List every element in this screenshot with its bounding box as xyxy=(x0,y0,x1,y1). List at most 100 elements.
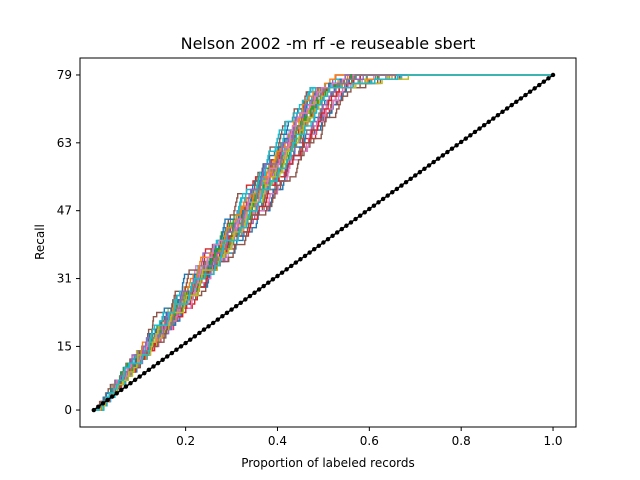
recall-curves xyxy=(94,74,553,411)
random-baseline-point xyxy=(426,163,432,168)
random-baseline-point xyxy=(137,374,142,379)
random-baseline-point xyxy=(220,314,225,319)
y-tick-label: 63 xyxy=(57,136,72,150)
random-baseline-point xyxy=(371,203,377,208)
random-baseline-point xyxy=(312,247,317,252)
random-baseline-point xyxy=(215,317,220,322)
recall-series-line xyxy=(95,74,553,411)
random-baseline-point xyxy=(229,307,234,312)
random-baseline-point xyxy=(376,200,381,205)
random-baseline-point xyxy=(399,183,404,188)
y-tick-label: 47 xyxy=(57,204,72,218)
random-baseline-point xyxy=(385,193,390,198)
random-baseline-point xyxy=(500,109,505,115)
random-baseline-point xyxy=(367,206,372,212)
y-axis-label: Recall xyxy=(33,224,47,260)
random-baseline-point xyxy=(91,407,96,413)
random-baseline-point xyxy=(321,240,326,245)
random-baseline-point xyxy=(509,102,514,108)
random-baseline-point xyxy=(380,196,386,202)
x-tick-label: 0.2 xyxy=(176,434,195,448)
random-baseline-point xyxy=(344,223,349,228)
random-baseline xyxy=(91,72,556,413)
random-baseline-point xyxy=(390,190,395,195)
random-baseline-point xyxy=(275,273,280,279)
random-baseline-point xyxy=(266,280,271,285)
random-baseline-point xyxy=(541,79,547,84)
x-tick-label: 0.6 xyxy=(360,434,379,448)
random-baseline-point xyxy=(206,324,211,329)
random-baseline-point xyxy=(330,233,335,238)
y-tick-label: 31 xyxy=(57,272,72,286)
random-baseline-point xyxy=(146,367,152,373)
x-tick-label: 0.4 xyxy=(268,434,287,448)
random-baseline-point xyxy=(325,236,331,242)
y-tick-label: 15 xyxy=(57,339,72,353)
random-baseline-point xyxy=(261,283,266,289)
plot-frame xyxy=(79,57,577,428)
random-baseline-point xyxy=(468,133,473,138)
random-baseline-point xyxy=(537,82,542,88)
random-baseline-point xyxy=(550,72,556,78)
random-baseline-point xyxy=(160,357,165,362)
plot-area xyxy=(91,72,556,413)
random-baseline-point xyxy=(440,153,446,158)
random-baseline-point xyxy=(293,260,299,265)
random-baseline-point xyxy=(289,263,294,269)
random-baseline-point xyxy=(279,270,285,275)
random-baseline-point xyxy=(362,210,367,215)
random-baseline-point xyxy=(165,354,170,359)
random-baseline-point xyxy=(504,106,510,111)
random-baseline-point xyxy=(284,267,289,272)
y-tick-label: 0 xyxy=(64,403,72,417)
random-baseline-point xyxy=(100,401,106,406)
random-baseline-point xyxy=(178,344,184,349)
random-baseline-point xyxy=(233,303,239,309)
random-baseline-point xyxy=(514,99,519,104)
random-baseline-point xyxy=(449,146,455,151)
random-baseline-point xyxy=(114,391,119,396)
random-baseline-point xyxy=(486,119,491,125)
random-baseline-point xyxy=(413,173,418,178)
random-baseline-point xyxy=(302,253,308,259)
random-baseline-point xyxy=(128,381,133,386)
random-baseline-point xyxy=(353,216,358,222)
random-baseline-point xyxy=(201,327,207,332)
random-baseline-point xyxy=(339,226,344,232)
random-baseline-point xyxy=(151,364,156,369)
random-baseline-point xyxy=(224,310,230,316)
random-baseline-point xyxy=(403,179,409,185)
random-baseline-point xyxy=(472,129,478,135)
random-baseline-point xyxy=(394,186,400,192)
random-baseline-point xyxy=(463,136,468,141)
random-baseline-point xyxy=(298,257,303,262)
random-baseline-point xyxy=(518,96,524,101)
random-baseline-point xyxy=(192,334,198,339)
random-baseline-point xyxy=(270,277,276,282)
random-baseline-point xyxy=(431,159,436,165)
random-baseline-point xyxy=(408,176,413,182)
random-baseline-point xyxy=(238,300,243,306)
random-baseline-point xyxy=(105,397,110,403)
random-baseline-point xyxy=(523,92,528,98)
random-baseline-point xyxy=(491,116,496,121)
random-baseline-point xyxy=(422,166,427,171)
random-baseline-point xyxy=(123,384,129,389)
chart-title: Nelson 2002 -m rf -e reuseable sbert xyxy=(181,34,476,53)
random-baseline-point xyxy=(477,126,482,131)
random-baseline-point xyxy=(527,89,533,94)
random-baseline-point xyxy=(316,243,322,249)
random-baseline-point xyxy=(174,347,179,352)
random-baseline-point xyxy=(183,340,188,346)
random-baseline-point xyxy=(532,86,537,91)
random-baseline-point xyxy=(436,156,441,161)
random-baseline-point xyxy=(210,320,216,326)
x-axis-label: Proportion of labeled records xyxy=(241,456,415,470)
random-baseline-point xyxy=(252,290,257,295)
random-baseline-point xyxy=(155,360,161,366)
random-baseline-point xyxy=(454,143,459,148)
random-baseline-point xyxy=(357,213,363,218)
y-axis: 0 15 31 47 63 79 xyxy=(57,68,80,417)
x-axis: 0.2 0.4 0.6 0.8 1.0 xyxy=(176,427,563,448)
